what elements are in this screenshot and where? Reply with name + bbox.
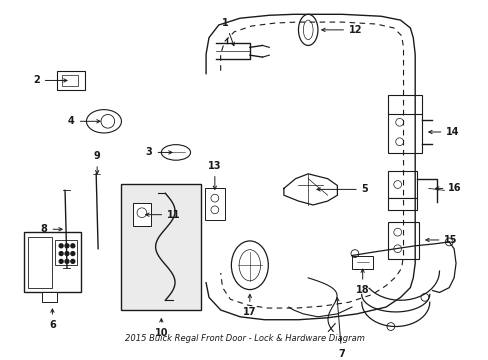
Circle shape xyxy=(65,260,69,263)
FancyBboxPatch shape xyxy=(387,171,416,198)
Text: 6: 6 xyxy=(49,309,56,330)
FancyBboxPatch shape xyxy=(387,95,421,114)
Text: 10: 10 xyxy=(154,319,168,338)
Circle shape xyxy=(65,252,69,256)
FancyBboxPatch shape xyxy=(28,237,52,288)
Text: 13: 13 xyxy=(208,161,221,189)
Ellipse shape xyxy=(298,14,317,45)
Text: 1: 1 xyxy=(222,18,234,46)
Circle shape xyxy=(210,206,218,214)
FancyBboxPatch shape xyxy=(62,75,78,86)
Text: 5: 5 xyxy=(316,184,367,194)
Text: 16: 16 xyxy=(435,183,461,193)
FancyBboxPatch shape xyxy=(121,184,201,310)
Circle shape xyxy=(210,194,218,202)
Circle shape xyxy=(393,228,401,236)
FancyBboxPatch shape xyxy=(55,240,77,265)
FancyBboxPatch shape xyxy=(387,222,418,260)
FancyBboxPatch shape xyxy=(351,256,373,269)
FancyBboxPatch shape xyxy=(41,292,57,302)
Circle shape xyxy=(71,244,75,248)
Ellipse shape xyxy=(303,20,312,40)
Circle shape xyxy=(71,252,75,256)
FancyBboxPatch shape xyxy=(204,188,224,220)
Text: 12: 12 xyxy=(321,25,362,35)
Text: 11: 11 xyxy=(145,210,180,220)
FancyBboxPatch shape xyxy=(387,198,416,210)
FancyBboxPatch shape xyxy=(387,113,421,153)
Text: 18: 18 xyxy=(355,269,369,295)
Text: 4: 4 xyxy=(68,116,100,126)
Text: 8: 8 xyxy=(41,224,62,234)
Circle shape xyxy=(395,118,403,126)
Circle shape xyxy=(101,114,114,128)
Ellipse shape xyxy=(161,145,190,160)
Circle shape xyxy=(393,181,401,188)
Circle shape xyxy=(395,138,403,145)
Text: 15: 15 xyxy=(425,235,457,245)
Ellipse shape xyxy=(86,110,121,133)
Circle shape xyxy=(65,244,69,248)
Circle shape xyxy=(59,260,63,263)
FancyBboxPatch shape xyxy=(133,203,150,226)
Text: 9: 9 xyxy=(94,151,101,174)
Circle shape xyxy=(71,260,75,263)
FancyBboxPatch shape xyxy=(24,232,81,292)
Circle shape xyxy=(59,252,63,256)
Text: 3: 3 xyxy=(145,148,172,157)
FancyBboxPatch shape xyxy=(57,71,84,90)
Text: 17: 17 xyxy=(243,294,256,317)
Circle shape xyxy=(59,244,63,248)
Ellipse shape xyxy=(231,241,268,289)
Text: 2: 2 xyxy=(33,76,67,85)
Text: 7: 7 xyxy=(335,298,345,359)
Text: 2015 Buick Regal Front Door - Lock & Hardware Diagram: 2015 Buick Regal Front Door - Lock & Har… xyxy=(124,334,364,343)
Text: 14: 14 xyxy=(428,127,459,137)
Circle shape xyxy=(393,245,401,253)
Ellipse shape xyxy=(239,250,260,281)
Circle shape xyxy=(137,208,146,217)
